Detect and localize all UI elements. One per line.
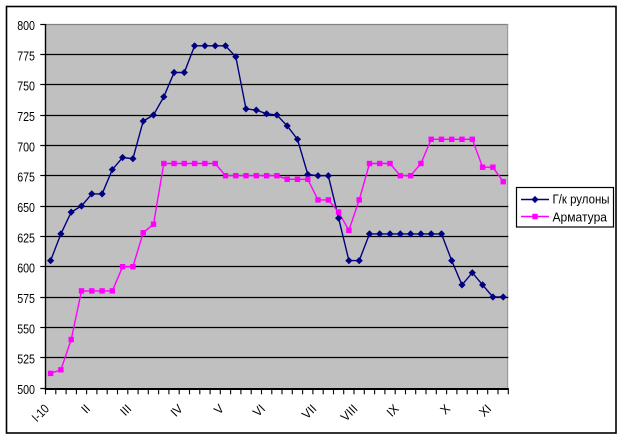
- svg-text:800: 800: [17, 19, 35, 33]
- svg-text:700: 700: [17, 140, 35, 154]
- svg-text:775: 775: [17, 49, 35, 63]
- svg-text:575: 575: [17, 292, 35, 306]
- svg-text:625: 625: [17, 231, 35, 245]
- svg-text:650: 650: [17, 201, 35, 215]
- svg-text:Арматура: Арматура: [553, 210, 608, 224]
- svg-text:600: 600: [17, 262, 35, 276]
- svg-text:Г/к рулоны: Г/к рулоны: [553, 192, 610, 206]
- svg-text:675: 675: [17, 171, 35, 185]
- svg-text:750: 750: [17, 80, 35, 94]
- svg-text:550: 550: [17, 322, 35, 336]
- svg-text:525: 525: [17, 353, 35, 367]
- svg-text:500: 500: [17, 383, 35, 397]
- svg-text:725: 725: [17, 110, 35, 124]
